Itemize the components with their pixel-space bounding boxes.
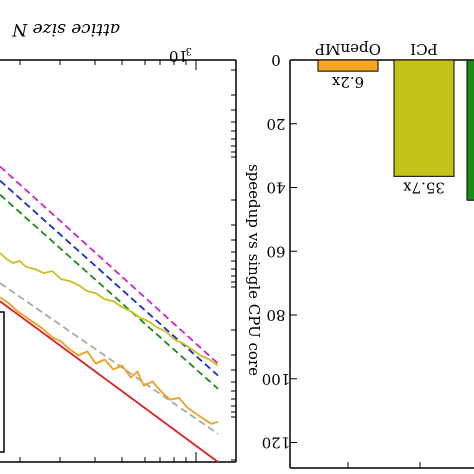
right-plot: 0 20 40 60 80 100 120 6.2x OpenMP 35.7x PCI speed…	[245, 40, 474, 469]
bar-0	[317, 59, 379, 72]
series-line-4	[0, 282, 219, 435]
bar-category-label: OpenMP	[315, 40, 381, 58]
right-y-ticks: 0 20 40 60 80 100 120	[262, 51, 297, 452]
right-bars	[317, 59, 474, 201]
y-tick-label: 0	[271, 51, 281, 69]
x-axis-label: attice size N	[11, 19, 120, 39]
legend-box	[0, 311, 5, 453]
series-line-1	[0, 179, 219, 377]
bar-value-label: 6.2x	[331, 73, 364, 91]
bar-value-label: 35.7x	[403, 178, 445, 196]
series-line-3	[0, 252, 219, 367]
bar-category-label: PCI	[410, 40, 438, 58]
left-plot-series	[0, 165, 219, 463]
y-tick-label: 80	[266, 306, 285, 324]
left-plot: attice size N 10 3	[0, 19, 237, 463]
bar-1	[393, 59, 455, 177]
right-labels: 6.2x OpenMP 35.7x PCI	[315, 40, 445, 196]
y-tick-label: 40	[266, 179, 285, 197]
x-tick-label: 10	[169, 47, 188, 65]
series-line-2	[0, 194, 219, 390]
series-line-5	[0, 296, 219, 425]
y-tick-label: 20	[266, 115, 285, 133]
y-axis-label: speedup vs single CPU core	[245, 164, 263, 376]
y-tick-label: 120	[262, 434, 291, 452]
series-line-6	[0, 300, 219, 463]
series-line-0	[0, 165, 219, 365]
y-tick-label: 60	[266, 242, 285, 260]
y-tick-label: 100	[262, 370, 291, 388]
left-plot-frame	[0, 59, 237, 463]
bar-2	[466, 59, 474, 201]
x-tick-exponent: 3	[186, 45, 192, 56]
